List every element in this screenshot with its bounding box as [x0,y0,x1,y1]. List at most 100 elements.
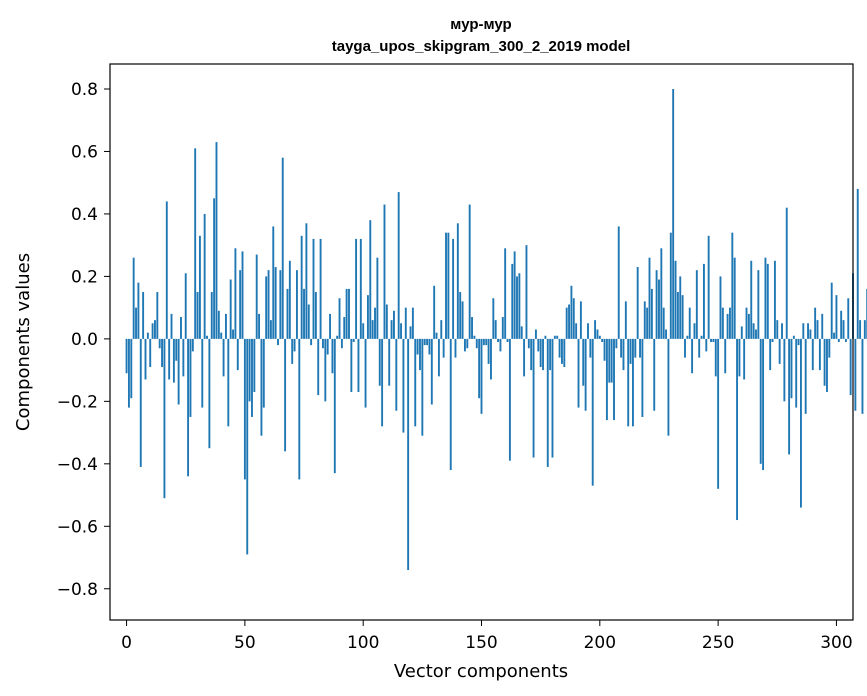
bar-204 [608,338,611,383]
bar-151 [482,338,485,346]
bar-131 [435,332,438,339]
chart-subtitle: tayga_upos_skipgram_300_2_2019 model [332,38,631,55]
bar-190 [575,323,578,339]
bar-286 [802,323,805,339]
bar-283 [795,338,798,408]
bar-245 [705,338,708,352]
bar-34 [206,335,208,339]
x-axis-label: Vector components [394,661,568,682]
bar-214 [631,338,634,427]
bar-99 [359,238,362,339]
bar-220 [646,307,649,339]
chart-title: мур-мур [450,16,511,33]
bar-120 [409,326,412,339]
bar-60 [267,270,270,339]
bar-147 [473,335,476,339]
bar-154 [490,338,492,380]
bar-12 [154,320,156,339]
bar-20 [172,338,175,383]
bar-62 [272,226,275,339]
bar-232 [674,260,677,339]
y-tick-label: 0.0 [71,330,98,350]
bar-74 [300,235,303,339]
bar-67 [284,338,287,452]
bar-152 [485,338,488,346]
bar-272 [769,338,772,371]
bar-260 [740,326,743,339]
bar-278 [783,338,786,402]
bar-253 [724,338,727,374]
bar-265 [752,323,755,339]
bar-95 [350,338,353,392]
bar-168 [523,338,526,377]
bar-13 [156,292,159,339]
bar-247 [710,338,712,342]
bar-221 [648,257,651,339]
bar-165 [516,276,518,339]
bar-273 [771,338,774,342]
bar-226 [660,248,663,339]
y-tick-label: −0.4 [57,455,98,475]
bar-174 [537,338,540,352]
bar-17 [165,201,168,339]
bar-68 [286,288,289,339]
y-axis-label: Components values [13,253,34,431]
bar-76 [305,223,308,339]
bar-114 [395,338,398,411]
bar-19 [170,313,173,339]
bar-279 [785,207,788,339]
bar-166 [518,273,521,339]
bar-90 [338,298,341,339]
bar-219 [643,301,646,339]
bar-85 [326,338,329,355]
bar-209 [620,338,623,358]
bar-294 [821,313,824,339]
bar-173 [534,329,537,339]
bar-297 [828,338,831,358]
bar-69 [288,260,291,339]
bar-162 [508,338,511,461]
bar-240 [693,323,696,339]
bar-47 [236,338,239,371]
bar-106 [376,257,379,339]
bar-281 [790,338,793,399]
bar-262 [745,307,748,339]
bar-118 [404,307,407,339]
x-tick-label: 100 [347,633,379,653]
bar-305 [847,298,850,339]
bar-213 [629,338,632,364]
bar-105 [374,307,376,339]
bar-77 [307,304,310,339]
bar-64 [277,338,279,346]
bar-261 [743,338,746,380]
bar-155 [492,298,495,339]
bar-259 [738,338,741,377]
bar-139 [454,338,457,358]
bar-304 [844,338,847,342]
bar-269 [762,338,765,471]
bar-25 [184,273,187,339]
bar-299 [833,332,836,339]
bar-15 [161,338,164,367]
bar-176 [542,338,544,371]
bar-79 [312,238,315,339]
bar-3 [132,257,135,339]
bar-107 [378,338,381,386]
bar-141 [459,292,462,339]
bar-38 [215,142,218,339]
bar-14 [158,338,161,349]
bar-169 [525,245,528,339]
bar-184 [561,338,563,364]
bar-57 [260,338,263,436]
bar-148 [475,338,478,349]
bar-230 [669,232,672,339]
bar-42 [224,313,227,339]
y-tick-label: −0.2 [57,392,98,412]
bar-268 [759,338,762,464]
bar-59 [265,276,268,339]
bar-130 [433,285,436,339]
bar-255 [729,307,731,339]
bar-43 [227,338,230,427]
bar-145 [468,204,471,339]
bar-298 [830,282,833,339]
